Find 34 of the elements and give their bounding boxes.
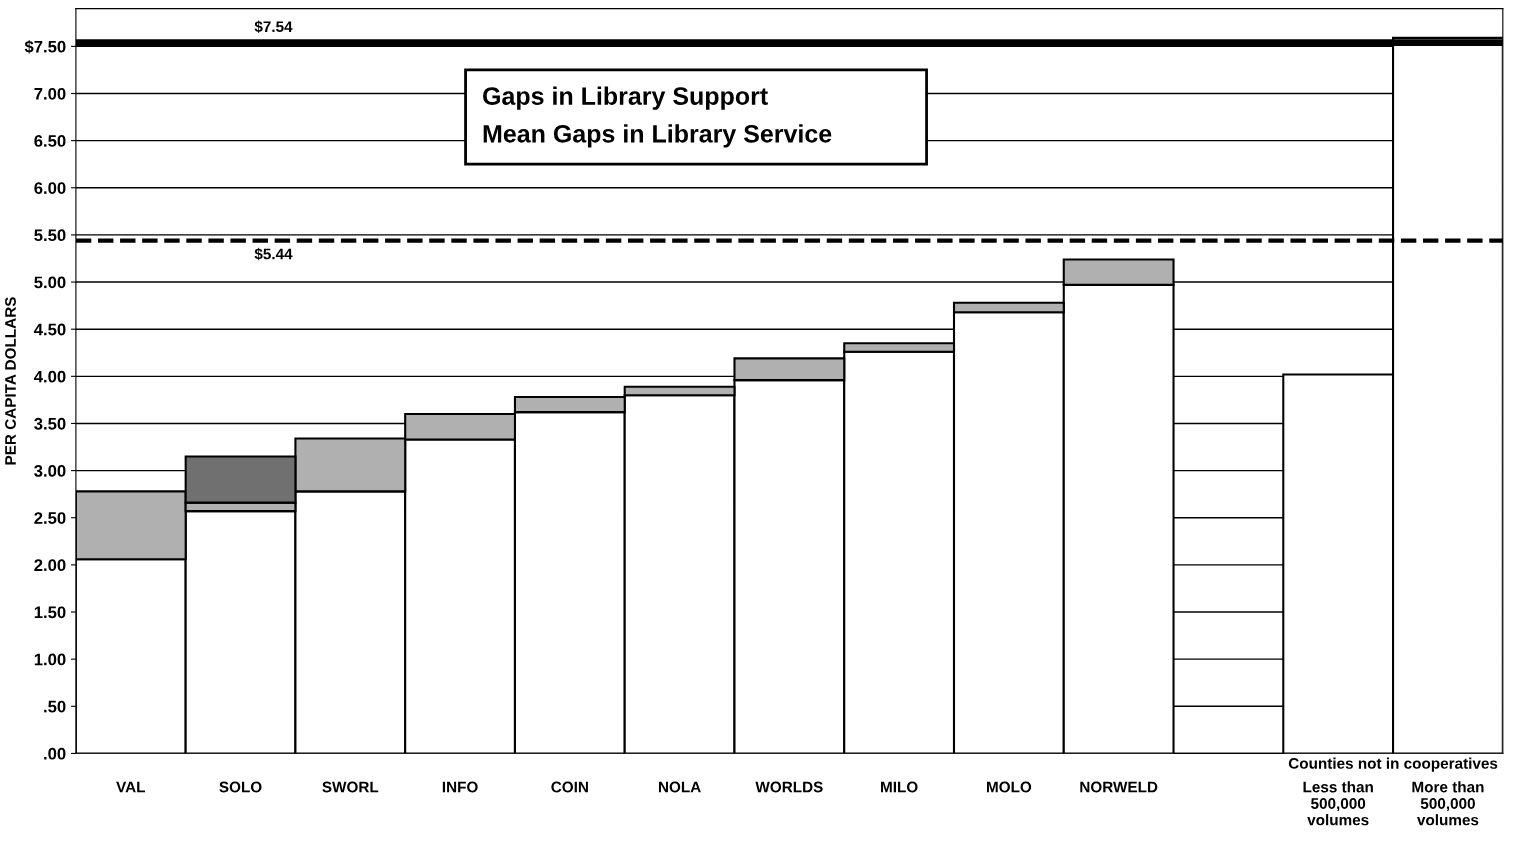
y-tick-label: 3.50 bbox=[34, 417, 66, 430]
x-tick-label: WORLDS bbox=[755, 781, 823, 793]
ref-line-label: $7.54 bbox=[254, 20, 293, 34]
y-tick-label: $7.50 bbox=[24, 40, 66, 54]
y-tick-label: 2.00 bbox=[34, 559, 66, 572]
x-tick-label: INFO bbox=[442, 781, 478, 793]
y-tick-label: 1.50 bbox=[34, 606, 66, 619]
y-tick-label: 1.00 bbox=[34, 653, 66, 666]
y-tick-label: .00 bbox=[44, 747, 66, 760]
y-tick-label: 6.00 bbox=[34, 182, 66, 194]
y-tick-label: 6.50 bbox=[34, 135, 66, 147]
y-tick-label: 5.50 bbox=[34, 229, 66, 242]
x-tick-label: Less than 500,000 volumes bbox=[1303, 781, 1373, 826]
x-tick-label: MILO bbox=[881, 781, 918, 793]
y-tick-label: 2.50 bbox=[34, 512, 66, 524]
y-tick-label: 7.00 bbox=[34, 87, 66, 100]
y-tick-label: 4.50 bbox=[34, 323, 66, 336]
x-tick-label: COIN bbox=[551, 781, 588, 793]
y-tick-label: 4.00 bbox=[34, 370, 66, 383]
y-axis-title: PER CAPITA DOLLARS bbox=[5, 297, 16, 465]
x-tick-label: SOLO bbox=[219, 781, 262, 793]
x-tick-label: MOLO bbox=[987, 781, 1032, 793]
y-tick-label: 5.00 bbox=[34, 276, 66, 289]
x-tick-label: NORWELD bbox=[1080, 781, 1158, 793]
ref-line-label: $5.44 bbox=[254, 247, 293, 261]
y-tick-label: 3.00 bbox=[34, 465, 66, 477]
text: Mean Gaps in Library Service bbox=[483, 124, 832, 148]
y-tick-label: .50 bbox=[44, 700, 66, 713]
x-tick-label: More than 500,000 volumes bbox=[1412, 781, 1484, 826]
x-tick-label: SWORL bbox=[322, 781, 379, 793]
x-tick-label: NOLA bbox=[658, 781, 701, 793]
text: Gaps in Library Support bbox=[483, 86, 768, 110]
x-tick-label: VAL bbox=[116, 781, 146, 793]
text: Counties not in cooperatives bbox=[1288, 757, 1498, 772]
